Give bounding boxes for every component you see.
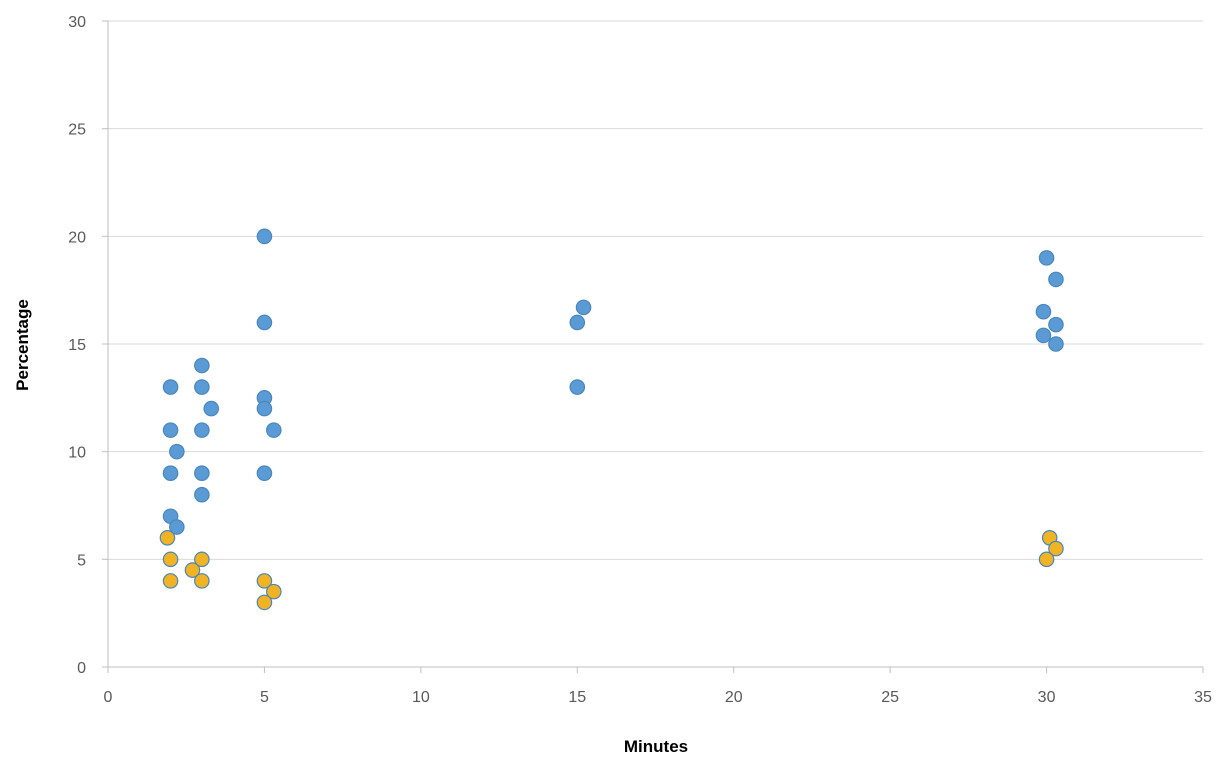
x-tick-label: 35 — [1194, 689, 1212, 706]
data-point-orange — [266, 583, 282, 600]
y-tick-label: 20 — [68, 229, 86, 246]
data-point-blue — [266, 422, 282, 438]
data-point-orange — [256, 573, 273, 589]
data-point-blue — [575, 299, 592, 316]
data-points — [159, 228, 1064, 611]
data-point-blue — [194, 486, 210, 503]
data-point-orange — [162, 551, 179, 568]
data-point-orange — [1038, 551, 1055, 568]
x-tick-label: 5 — [260, 689, 269, 706]
axes — [102, 20, 1204, 673]
data-point-blue — [194, 357, 210, 374]
data-point-orange — [1048, 540, 1064, 557]
data-point-blue — [162, 379, 179, 395]
y-tick-label: 5 — [77, 552, 86, 569]
x-tick-label: 10 — [412, 689, 430, 706]
data-point-blue — [1038, 250, 1055, 266]
x-tick-label: 25 — [881, 689, 899, 706]
data-point-blue — [256, 400, 273, 417]
x-tick-label: 0 — [104, 689, 113, 706]
data-point-orange — [256, 594, 273, 611]
y-tick-label: 15 — [68, 337, 86, 354]
gridlines — [108, 20, 1203, 560]
data-point-blue — [569, 314, 586, 331]
data-point-blue — [194, 422, 210, 438]
data-point-blue — [1048, 336, 1064, 352]
x-tick-label: 15 — [568, 689, 586, 706]
data-point-blue — [1035, 303, 1052, 320]
data-point-blue — [256, 314, 273, 331]
data-point-blue — [162, 422, 179, 438]
data-point-blue — [1048, 271, 1064, 288]
y-tick-label: 0 — [77, 660, 86, 677]
data-point-orange — [194, 551, 210, 568]
data-point-orange — [162, 573, 179, 589]
x-tick-labels: 0 5 10 15 20 25 30 35 — [104, 689, 1212, 706]
data-point-orange — [159, 529, 176, 546]
y-tick-label: 30 — [68, 14, 86, 31]
data-point-blue — [194, 465, 210, 481]
y-tick-label: 25 — [68, 122, 86, 139]
y-axis-title: Percentage — [13, 299, 32, 391]
data-point-blue — [194, 379, 210, 395]
data-point-blue — [169, 519, 185, 535]
data-point-orange — [194, 573, 210, 589]
data-point-blue — [162, 465, 179, 481]
data-point-blue — [1048, 316, 1064, 333]
data-point-orange — [184, 562, 201, 578]
data-point-blue — [203, 400, 220, 417]
x-tick-label: 20 — [725, 689, 743, 706]
x-axis-title: Minutes — [624, 737, 688, 756]
data-point-blue — [169, 443, 185, 460]
data-point-blue — [1035, 327, 1052, 344]
y-tick-label: 10 — [68, 445, 86, 462]
y-tick-labels: 0 5 10 15 20 25 30 — [68, 14, 86, 677]
data-point-blue — [256, 465, 273, 481]
data-point-blue — [569, 379, 586, 395]
data-point-blue — [256, 228, 273, 245]
x-tick-label: 30 — [1038, 689, 1056, 706]
